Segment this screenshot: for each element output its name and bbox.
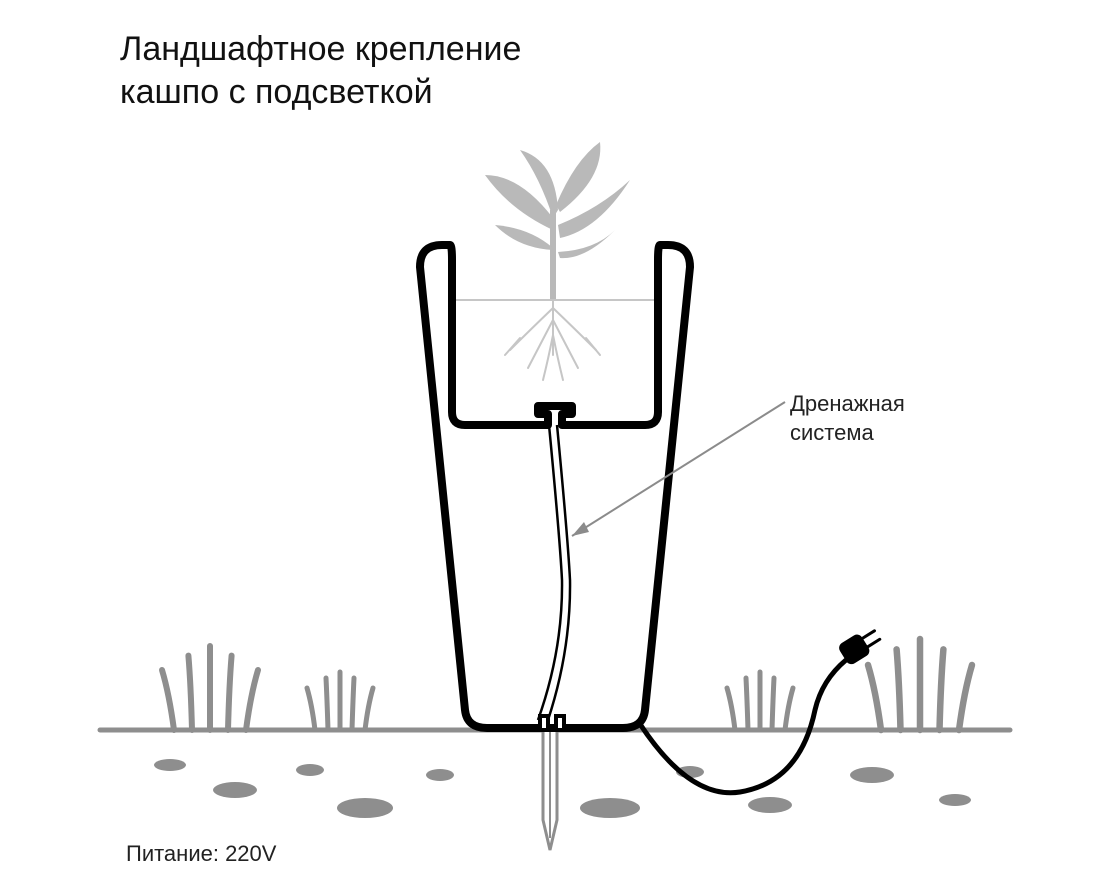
plant-silhouette xyxy=(485,142,630,300)
pebbles-group xyxy=(154,759,971,818)
ground-stake xyxy=(543,718,557,850)
power-cord xyxy=(640,660,846,793)
planter-diagram xyxy=(0,0,1110,879)
roots xyxy=(505,300,600,380)
